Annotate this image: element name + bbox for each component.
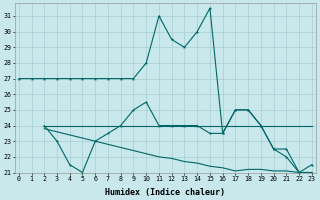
X-axis label: Humidex (Indice chaleur): Humidex (Indice chaleur) <box>105 188 225 197</box>
